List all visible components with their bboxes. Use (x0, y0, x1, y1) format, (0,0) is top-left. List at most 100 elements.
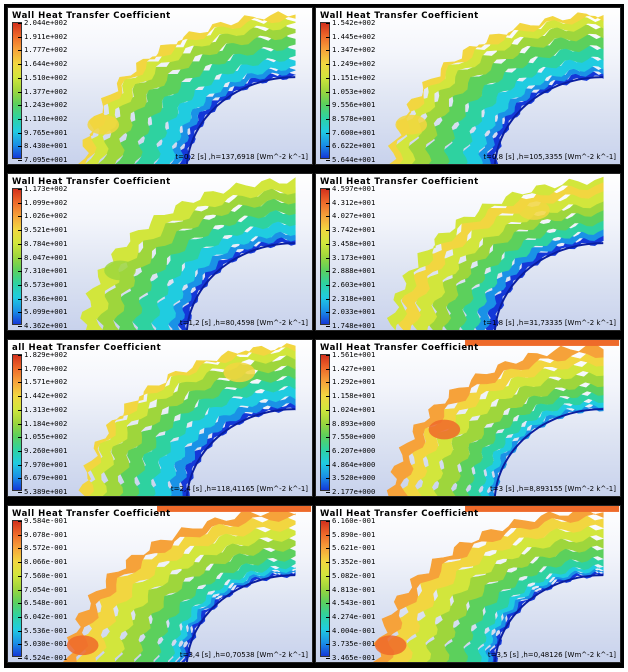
legend-tick-label: 2.033e+001 (325, 307, 376, 317)
legend-tick-label: 5.099e+001 (17, 307, 68, 317)
legend-tick-label: 6.548e-001 (17, 598, 68, 608)
legend-tick-label: 2.044e+002 (17, 18, 68, 27)
time-caption: t=3,5 [s] ,h=0,48126 [Wm^-2 k^-1] (487, 651, 616, 659)
legend-tick-label: 1.911e+002 (17, 31, 68, 41)
plot-title: all Heat Transfer Coefficient (12, 343, 162, 353)
legend-tick-label: 4.813e-001 (325, 584, 376, 594)
legend-tick-label: 1.173e+002 (17, 184, 68, 193)
legend-tick-label: 4.362e+001 (17, 321, 68, 330)
time-caption: t=1,2 [s] ,h=80,4598 [Wm^-2 k^-1] (179, 319, 308, 327)
legend-tick-label: 5.536e-001 (17, 625, 68, 635)
contour-plot (372, 506, 620, 662)
legend-tick-label: 1.099e+002 (17, 197, 68, 207)
legend-tick-label: 1.748e+001 (325, 321, 376, 330)
legend-tick-label: 5.030e-001 (17, 639, 68, 649)
legend-tick-label: 4.864e+000 (325, 459, 376, 469)
legend-tick-label: 1.243e+002 (17, 100, 68, 110)
contour-plot (387, 12, 604, 164)
legend-tick-label: 5.836e+001 (17, 293, 68, 303)
legend-tick-label: 1.292e+001 (325, 377, 376, 387)
plot-title: Wall Heat Transfer Coefficient (12, 509, 171, 519)
legend-tick-label: 6.207e+000 (325, 445, 376, 455)
legend-tick-label: 2.603e+001 (325, 279, 376, 289)
legend-tick-label: 6.622e+001 (325, 141, 376, 151)
legend-tick-label: 1.377e+002 (17, 86, 68, 96)
time-caption: t=3,4 [s] ,h=0,70538 [Wm^-2 k^-1] (179, 651, 308, 659)
legend-colorbar (320, 22, 330, 159)
legend-colorbar (320, 520, 330, 657)
legend-tick-label: 7.970e+001 (17, 459, 68, 469)
legend-tick-label: 9.765e+001 (17, 127, 68, 137)
legend-colorbar (12, 354, 22, 491)
legend-tick-label: 1.026e+002 (17, 211, 68, 221)
legend-colorbar (320, 354, 330, 491)
plot-title: Wall Heat Transfer Coefficient (320, 11, 479, 21)
legend-tick-label: 7.550e+000 (325, 432, 376, 442)
contour-plot (78, 11, 296, 164)
legend-tick-label: 1.184e+002 (17, 418, 68, 428)
legend-tick-label: 1.510e+002 (17, 72, 68, 82)
legend-tick-label: 8.578e+001 (325, 113, 376, 123)
legend-tick-label: 3.742e+001 (325, 225, 376, 235)
panel-6: Wall Heat Transfer Coefficient 1.561e+001… (315, 339, 621, 497)
time-caption: t=1,8 [s] ,h=31,73335 [Wm^-2 k^-1] (483, 319, 616, 327)
legend-tick-label: 8.047e+001 (17, 252, 68, 262)
legend-tick-label: 4.312e+001 (325, 197, 376, 207)
time-caption: t=0,2 [s] ,h=137,6918 [Wm^-2 k^-1] (175, 153, 308, 161)
legend-tick-label: 7.095e+001 (17, 155, 68, 164)
plot-title: Wall Heat Transfer Coefficient (12, 177, 171, 187)
plot-title: Wall Heat Transfer Coefficient (320, 343, 479, 353)
contour-plot (78, 343, 296, 496)
legend-tick-label: 1.445e+002 (325, 31, 376, 41)
legend-tick-label: 3.458e+001 (325, 238, 376, 248)
legend-tick-label: 3.465e-001 (325, 653, 376, 662)
legend-tick-label: 1.571e+002 (17, 377, 68, 387)
legend-tick-label: 4.004e-001 (325, 625, 376, 635)
contour-plot (386, 176, 604, 330)
legend-tick-label: 3.173e+001 (325, 252, 376, 262)
legend-tick-label: 7.560e-001 (17, 570, 68, 580)
legend-tick-label: 3.735e-001 (325, 639, 376, 649)
contour-plot (386, 340, 620, 496)
plot-title: Wall Heat Transfer Coefficient (320, 177, 479, 187)
legend-tick-label: 8.893e+000 (325, 418, 376, 428)
legend-tick-label: 8.430e+001 (17, 141, 68, 151)
legend-tick-label: 5.890e-001 (325, 529, 376, 539)
legend-tick-label: 7.310e+001 (17, 266, 68, 276)
legend-tick-label: 2.177e+000 (325, 487, 376, 496)
legend-tick-label: 7.600e+001 (325, 127, 376, 137)
panel-8: Wall Heat Transfer Coefficient 6.160e-001… (315, 505, 621, 663)
legend-tick-label: 8.784e+001 (17, 238, 68, 248)
legend-colorbar (12, 520, 22, 657)
contour-plot (62, 506, 312, 662)
panel-2: Wall Heat Transfer Coefficient 1.542e+002… (315, 7, 621, 165)
legend-tick-label: 6.679e+001 (17, 473, 68, 483)
legend-tick-label: 5.644e+001 (325, 155, 376, 164)
legend-tick-label: 8.066e-001 (17, 557, 68, 567)
legend-tick-label: 1.700e+002 (17, 363, 68, 373)
legend-tick-label: 1.110e+002 (17, 113, 68, 123)
legend-colorbar (320, 188, 330, 325)
legend-tick-label: 1.542e+002 (325, 18, 376, 27)
legend-tick-label: 9.260e+001 (17, 445, 68, 455)
panel-7: Wall Heat Transfer Coefficient 9.584e-001… (7, 505, 313, 663)
panel-1: Wall Heat Transfer Coefficient 2.044e+002… (7, 7, 313, 165)
time-caption: t=2,4 [s] ,h=118,41165 [Wm^-2 k^-1] (170, 485, 308, 493)
figure-grid: Wall Heat Transfer Coefficient 2.044e+002… (4, 4, 624, 668)
legend-tick-label: 3.520e+000 (325, 473, 376, 483)
legend-tick-label: 1.055e+002 (17, 432, 68, 442)
legend-tick-label: 9.078e-001 (17, 529, 68, 539)
legend-tick-label: 1.249e+002 (325, 59, 376, 69)
panel-3: Wall Heat Transfer Coefficient 1.173e+002… (7, 173, 313, 331)
legend-tick-label: 4.543e-001 (325, 598, 376, 608)
legend-tick-label: 8.572e-001 (17, 543, 68, 553)
legend-tick-label: 1.561e+001 (325, 350, 376, 359)
panel-4: Wall Heat Transfer Coefficient 4.597e+001… (315, 173, 621, 331)
legend-tick-label: 6.042e-001 (17, 611, 68, 621)
legend-tick-label: 1.427e+001 (325, 363, 376, 373)
legend-tick-label: 4.597e+001 (325, 184, 376, 193)
legend-tick-label: 5.352e-001 (325, 557, 376, 567)
legend-tick-label: 1.024e+001 (325, 404, 376, 414)
legend-tick-label: 2.888e+001 (325, 266, 376, 276)
legend-tick-label: 9.521e+001 (17, 225, 68, 235)
